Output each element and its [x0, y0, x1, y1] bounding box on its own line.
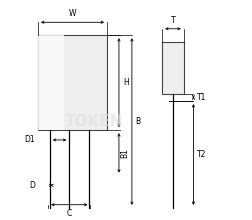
Bar [162, 42, 183, 94]
Text: D: D [29, 181, 35, 190]
Text: W: W [69, 9, 76, 18]
Bar [38, 35, 107, 130]
Text: B: B [135, 117, 140, 126]
Text: TOKEN: TOKEN [65, 114, 123, 129]
Bar [38, 35, 64, 130]
Text: T1: T1 [196, 93, 205, 102]
Text: B1: B1 [120, 148, 129, 158]
Text: T: T [170, 16, 175, 25]
Text: T2: T2 [196, 150, 205, 159]
Text: D1: D1 [24, 136, 35, 145]
Text: H: H [122, 78, 128, 87]
Text: C: C [67, 209, 72, 218]
